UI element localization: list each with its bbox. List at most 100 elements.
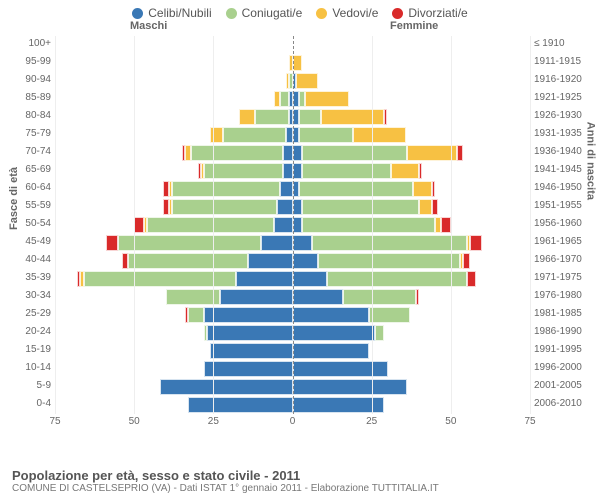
age-label: 65-69 (13, 164, 51, 175)
male-bar (204, 325, 293, 341)
bar-segment (293, 199, 303, 215)
bar-segment (204, 361, 293, 377)
bar-segment (293, 55, 303, 71)
bar-segment (470, 235, 483, 251)
bar-segment (467, 271, 477, 287)
gridline (55, 36, 56, 414)
chart-title: Popolazione per età, sesso e stato civil… (12, 468, 588, 483)
female-bar (293, 325, 385, 341)
birth-label: 1941-1945 (534, 164, 596, 175)
legend-label: Vedovi/e (332, 6, 378, 20)
bar-segment (172, 199, 277, 215)
chart-footer: Popolazione per età, sesso e stato civil… (12, 468, 588, 494)
x-tick-label: 50 (129, 416, 140, 427)
birth-label: 1986-1990 (534, 326, 596, 337)
age-label: 5-9 (13, 380, 51, 391)
legend-item: Divorziati/e (392, 6, 467, 20)
female-bar (293, 73, 318, 89)
birth-label: 1961-1965 (534, 236, 596, 247)
bar-segment (375, 325, 385, 341)
female-bar (293, 379, 407, 395)
bar-segment (293, 289, 344, 305)
birth-label: 1911-1915 (534, 56, 596, 67)
legend-swatch (316, 8, 327, 19)
bar-segment (419, 163, 422, 179)
male-bar (188, 397, 293, 413)
age-label: 50-54 (13, 218, 51, 229)
bar-segment (299, 109, 321, 125)
bar-segment (160, 379, 293, 395)
birth-label: 1966-1970 (534, 254, 596, 265)
pyramid-chart: Celibi/NubiliConiugati/eVedovi/eDivorzia… (0, 0, 600, 500)
birth-label: 1981-1985 (534, 308, 596, 319)
bar-segment (407, 145, 458, 161)
gridline (451, 36, 452, 414)
male-bar (274, 91, 293, 107)
gridline (372, 36, 373, 414)
birth-label: ≤ 1910 (534, 38, 596, 49)
female-bar (293, 181, 435, 197)
bar-segment (293, 217, 303, 233)
female-bar (293, 361, 388, 377)
female-bar (293, 145, 464, 161)
bar-segment (106, 235, 119, 251)
birth-label: 1926-1930 (534, 110, 596, 121)
gridline (134, 36, 135, 414)
male-bar (122, 253, 293, 269)
bar-segment (293, 163, 303, 179)
bar-segment (293, 271, 328, 287)
birth-label: 1921-1925 (534, 92, 596, 103)
legend-item: Vedovi/e (316, 6, 378, 20)
x-tick-label: 75 (49, 416, 60, 427)
x-tick-label: 25 (208, 416, 219, 427)
age-label: 85-89 (13, 92, 51, 103)
birth-label: 1976-1980 (534, 290, 596, 301)
birth-label: 1936-1940 (534, 146, 596, 157)
chart-subtitle: COMUNE DI CASTELSEPRIO (VA) - Dati ISTAT… (12, 483, 588, 494)
male-bar (204, 361, 293, 377)
bar-segment (277, 199, 293, 215)
column-headers: Maschi Femmine (0, 20, 600, 36)
age-label: 70-74 (13, 146, 51, 157)
male-bar (166, 289, 293, 305)
male-bar (163, 181, 293, 197)
birth-label: 1996-2000 (534, 362, 596, 373)
age-label: 90-94 (13, 74, 51, 85)
male-bar (163, 199, 293, 215)
bar-segment (204, 307, 293, 323)
bar-segment (432, 199, 438, 215)
bar-segment (210, 127, 223, 143)
bar-segment (210, 343, 292, 359)
bar-segment (293, 325, 375, 341)
age-label: 25-29 (13, 308, 51, 319)
female-bar (293, 253, 470, 269)
bar-segment (239, 109, 255, 125)
bar-segment (457, 145, 463, 161)
age-label: 35-39 (13, 272, 51, 283)
x-tick-label: 25 (366, 416, 377, 427)
bar-segment (432, 181, 435, 197)
male-bar (77, 271, 292, 287)
legend-label: Divorziati/e (408, 6, 467, 20)
male-bar (210, 343, 292, 359)
age-label: 15-19 (13, 344, 51, 355)
x-axis-ticks: 7550250255075 (55, 416, 530, 430)
bar-segment (293, 397, 385, 413)
x-tick-label: 50 (445, 416, 456, 427)
age-label: 40-44 (13, 254, 51, 265)
bar-segment (391, 163, 420, 179)
x-tick-label: 75 (524, 416, 535, 427)
legend-label: Coniugati/e (242, 6, 303, 20)
male-bar (239, 109, 293, 125)
birth-label: 1971-1975 (534, 272, 596, 283)
bar-segment (293, 361, 388, 377)
bar-segment (255, 109, 290, 125)
bar-segment (353, 127, 407, 143)
legend: Celibi/NubiliConiugati/eVedovi/eDivorzia… (0, 0, 600, 20)
bar-segment (261, 235, 293, 251)
age-label: 10-14 (13, 362, 51, 373)
female-bar (293, 235, 483, 251)
bar-segment (413, 181, 432, 197)
age-label: 20-24 (13, 326, 51, 337)
bar-segment (283, 163, 293, 179)
